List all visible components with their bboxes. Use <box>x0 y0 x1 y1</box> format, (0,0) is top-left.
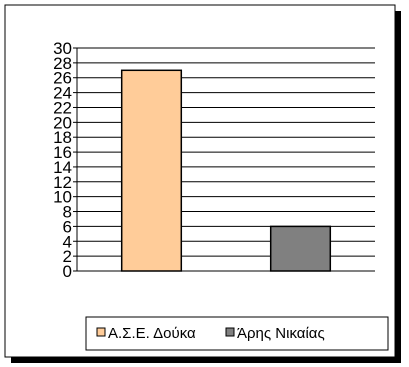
y-tick-label: 22 <box>53 98 72 117</box>
y-tick-label: 30 <box>53 39 72 58</box>
legend-label: Α.Σ.Ε. Δούκα <box>108 325 196 342</box>
legend-label: Άρης Νικαίας <box>237 325 325 342</box>
y-tick-label: 18 <box>53 128 72 147</box>
y-tick-label: 8 <box>63 203 72 222</box>
y-tick-label: 12 <box>53 173 72 192</box>
bar-aris-nikaias <box>269 225 332 272</box>
y-tick-label: 4 <box>63 232 72 251</box>
y-tick-label: 10 <box>53 188 72 207</box>
y-tick-label: 2 <box>63 247 72 266</box>
legend-swatch <box>96 327 106 337</box>
chart-frame <box>4 4 396 358</box>
legend-box <box>85 316 389 351</box>
y-tick-label: 14 <box>53 158 72 177</box>
y-tick-label: 16 <box>53 143 72 162</box>
y-tick-label: 28 <box>53 54 72 73</box>
legend: Α.Σ.Ε. Δούκα Άρης Νικαίας <box>85 316 389 351</box>
y-tick-label: 0 <box>63 262 72 281</box>
y-tick-label: 26 <box>53 69 72 88</box>
y-tick-label: 6 <box>63 217 72 236</box>
legend-swatch <box>225 327 235 337</box>
bars <box>120 69 332 272</box>
y-tick-label: 24 <box>53 84 72 103</box>
bar-ase-douka <box>120 69 183 272</box>
y-tick-label: 20 <box>53 113 72 132</box>
